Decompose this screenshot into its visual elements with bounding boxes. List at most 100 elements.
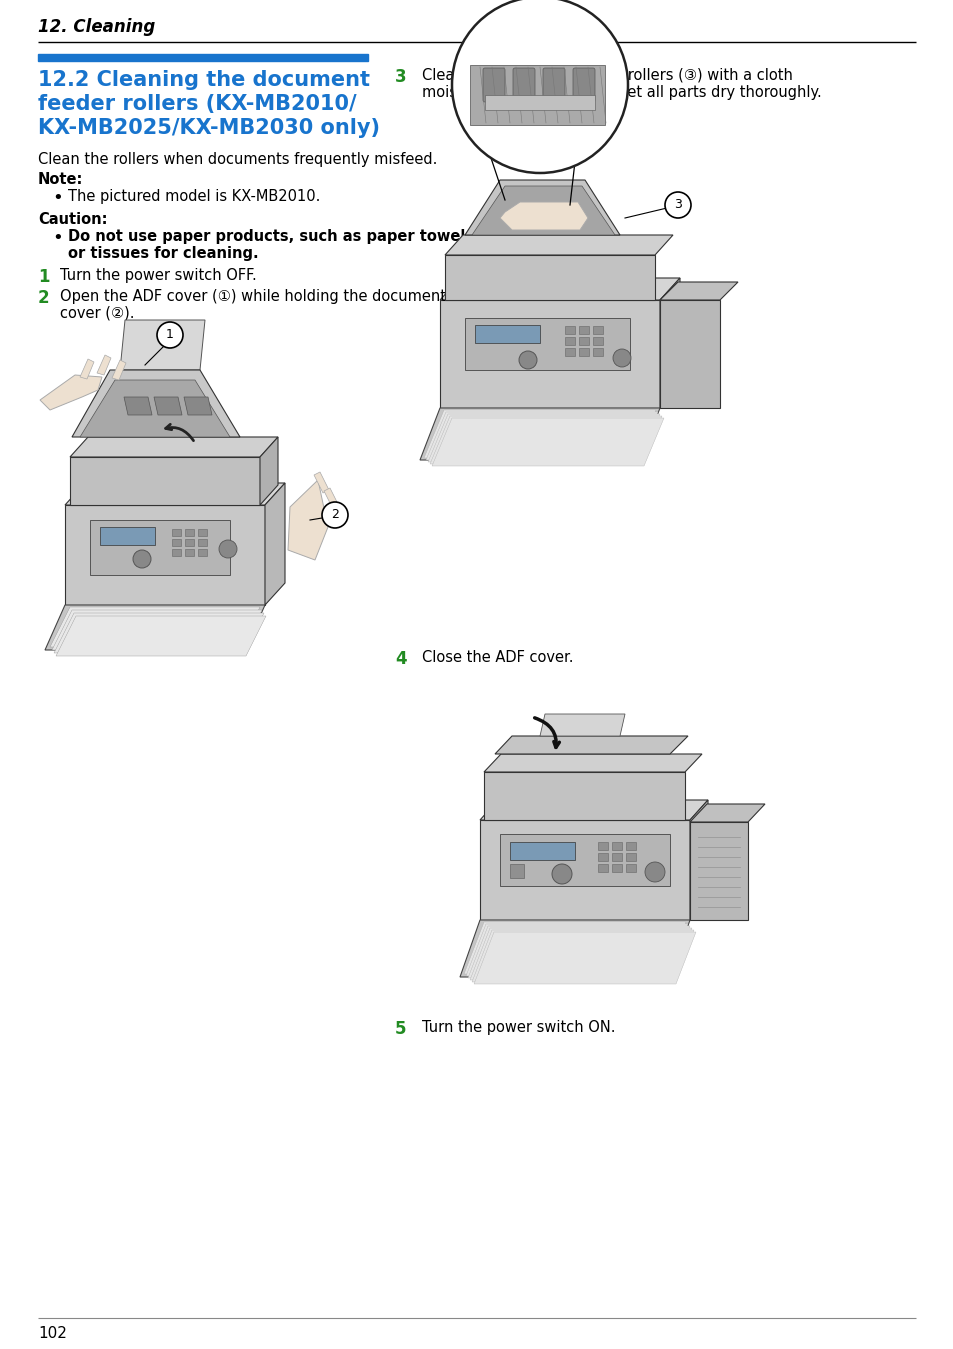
Polygon shape xyxy=(689,822,747,920)
Text: Do not use paper products, such as paper towels: Do not use paper products, such as paper… xyxy=(68,229,474,244)
Polygon shape xyxy=(324,488,338,509)
Circle shape xyxy=(132,550,151,568)
Polygon shape xyxy=(472,186,615,235)
FancyBboxPatch shape xyxy=(573,67,595,103)
Circle shape xyxy=(644,862,664,882)
Text: or tissues for cleaning.: or tissues for cleaning. xyxy=(68,246,258,260)
FancyBboxPatch shape xyxy=(513,67,535,103)
Polygon shape xyxy=(80,380,230,437)
Text: Turn the power switch ON.: Turn the power switch ON. xyxy=(421,1020,615,1035)
FancyBboxPatch shape xyxy=(578,348,588,356)
Polygon shape xyxy=(153,397,182,415)
Text: Clean the rollers when documents frequently misfeed.: Clean the rollers when documents frequen… xyxy=(38,152,436,167)
FancyBboxPatch shape xyxy=(172,540,181,546)
Polygon shape xyxy=(124,397,152,415)
FancyBboxPatch shape xyxy=(578,326,588,335)
FancyBboxPatch shape xyxy=(510,842,575,861)
Circle shape xyxy=(613,349,630,367)
Polygon shape xyxy=(539,714,624,737)
Text: 12.2 Cleaning the document: 12.2 Cleaning the document xyxy=(38,70,370,90)
Polygon shape xyxy=(444,255,655,299)
Text: 3: 3 xyxy=(395,67,406,86)
Polygon shape xyxy=(80,359,94,379)
FancyBboxPatch shape xyxy=(598,863,607,871)
Polygon shape xyxy=(54,612,264,653)
Polygon shape xyxy=(65,505,265,604)
FancyBboxPatch shape xyxy=(185,540,193,546)
Polygon shape xyxy=(45,604,265,650)
Polygon shape xyxy=(423,410,656,459)
Text: Open the ADF cover (①) while holding the document: Open the ADF cover (①) while holding the… xyxy=(60,289,446,304)
Polygon shape xyxy=(419,407,659,460)
Text: The pictured model is KX-MB2010.: The pictured model is KX-MB2010. xyxy=(68,189,320,204)
Text: Note:: Note: xyxy=(38,173,83,188)
Polygon shape xyxy=(463,921,685,974)
FancyBboxPatch shape xyxy=(172,529,181,536)
Text: Close the ADF cover.: Close the ADF cover. xyxy=(421,650,573,665)
Polygon shape xyxy=(439,299,659,407)
FancyBboxPatch shape xyxy=(198,540,207,546)
FancyBboxPatch shape xyxy=(578,337,588,345)
FancyBboxPatch shape xyxy=(625,842,636,850)
Text: 5: 5 xyxy=(395,1020,406,1037)
Text: 2: 2 xyxy=(331,509,338,522)
FancyBboxPatch shape xyxy=(625,853,636,861)
FancyBboxPatch shape xyxy=(612,863,621,871)
FancyBboxPatch shape xyxy=(185,529,193,536)
Polygon shape xyxy=(120,320,205,370)
Polygon shape xyxy=(65,483,285,505)
Polygon shape xyxy=(474,932,696,983)
Text: feeder rollers (KX-MB2010/: feeder rollers (KX-MB2010/ xyxy=(38,94,356,115)
Circle shape xyxy=(452,0,627,173)
Circle shape xyxy=(552,863,572,884)
FancyBboxPatch shape xyxy=(593,326,602,335)
FancyBboxPatch shape xyxy=(510,863,523,878)
Polygon shape xyxy=(71,370,240,437)
Polygon shape xyxy=(659,278,679,407)
Polygon shape xyxy=(52,610,262,650)
Text: Clean the document feeder rollers (③) with a cloth: Clean the document feeder rollers (③) wi… xyxy=(421,67,792,84)
Circle shape xyxy=(322,502,348,527)
Text: Turn the power switch OFF.: Turn the power switch OFF. xyxy=(60,268,256,283)
Text: 4: 4 xyxy=(395,650,406,668)
Polygon shape xyxy=(459,920,689,977)
Polygon shape xyxy=(464,179,619,235)
FancyBboxPatch shape xyxy=(499,834,669,886)
Polygon shape xyxy=(495,737,687,754)
Polygon shape xyxy=(70,457,260,505)
Bar xyxy=(38,54,368,61)
Polygon shape xyxy=(483,772,684,820)
FancyBboxPatch shape xyxy=(475,325,539,343)
Polygon shape xyxy=(499,202,587,229)
FancyBboxPatch shape xyxy=(185,549,193,556)
Polygon shape xyxy=(468,925,689,978)
Polygon shape xyxy=(515,205,579,223)
FancyBboxPatch shape xyxy=(198,549,207,556)
FancyBboxPatch shape xyxy=(593,348,602,356)
Polygon shape xyxy=(314,472,329,492)
FancyBboxPatch shape xyxy=(612,842,621,850)
Polygon shape xyxy=(265,483,285,604)
FancyBboxPatch shape xyxy=(598,842,607,850)
Polygon shape xyxy=(483,754,701,772)
Text: 1: 1 xyxy=(166,329,173,341)
Polygon shape xyxy=(479,820,689,920)
Polygon shape xyxy=(56,616,266,656)
Circle shape xyxy=(157,322,183,348)
Circle shape xyxy=(219,540,236,558)
FancyBboxPatch shape xyxy=(564,348,575,356)
Polygon shape xyxy=(50,607,260,648)
Polygon shape xyxy=(659,282,738,299)
Polygon shape xyxy=(444,235,672,255)
Text: 1: 1 xyxy=(38,268,50,286)
Polygon shape xyxy=(70,437,277,457)
Text: KX-MB2025/KX-MB2030 only): KX-MB2025/KX-MB2030 only) xyxy=(38,117,379,138)
Polygon shape xyxy=(479,800,707,820)
FancyBboxPatch shape xyxy=(482,67,504,103)
Text: moistened with water, and let all parts dry thoroughly.: moistened with water, and let all parts … xyxy=(421,85,821,100)
Text: cover (②).: cover (②). xyxy=(60,306,134,321)
FancyBboxPatch shape xyxy=(464,318,629,370)
Polygon shape xyxy=(288,480,328,560)
FancyBboxPatch shape xyxy=(484,94,595,111)
Polygon shape xyxy=(689,804,764,822)
